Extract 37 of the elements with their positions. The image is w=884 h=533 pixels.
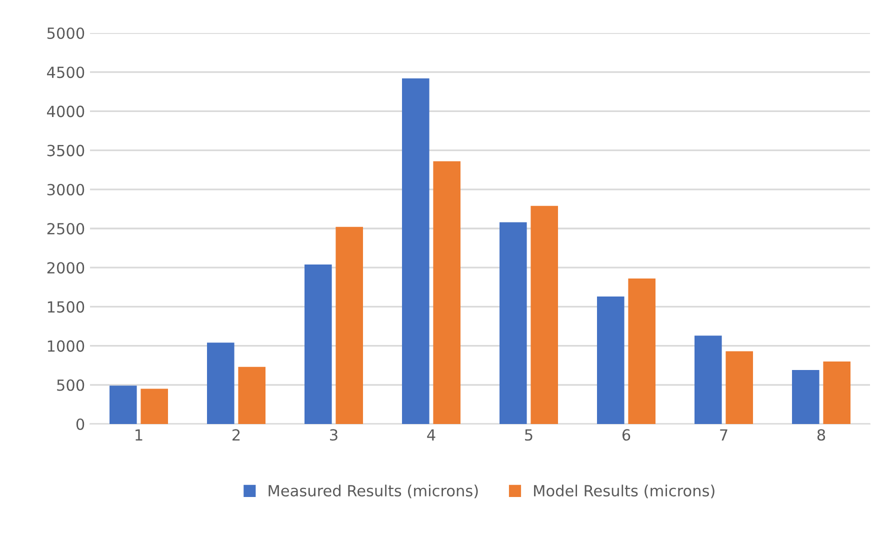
bar [694, 336, 722, 424]
y-tick-label: 5000 [47, 27, 84, 40]
bar [304, 264, 332, 424]
bar [238, 366, 266, 424]
x-tick-label: 3 [330, 429, 338, 441]
x-tick-label: 2 [232, 429, 240, 440]
x-tick-label: 5 [525, 429, 532, 441]
legend-label: Measured Results (microns) [268, 484, 478, 498]
x-tick-label: 6 [622, 429, 630, 441]
bar [726, 351, 753, 424]
y-tick-label: 4500 [47, 66, 84, 78]
x-tick-label: 4 [427, 429, 436, 440]
legend-label: Model Results (microns) [534, 484, 714, 498]
x-tick-label: 8 [817, 429, 826, 441]
bar [207, 342, 234, 424]
bar [792, 370, 820, 424]
y-tick-label: 3000 [47, 184, 84, 196]
y-tick-label: 3500 [47, 144, 84, 156]
bar [530, 206, 558, 424]
y-tick-label: 0 [76, 418, 84, 430]
bar [628, 278, 656, 424]
y-tick-label: 4000 [47, 106, 84, 118]
x-tick-label: 1 [136, 429, 142, 440]
bar [110, 386, 137, 424]
bar [140, 388, 168, 424]
y-tick-label: 2000 [47, 262, 84, 274]
bar [500, 222, 527, 424]
bar [597, 296, 624, 424]
bar [402, 78, 430, 424]
y-tick-label: 1000 [48, 340, 84, 352]
y-tick-label: 1500 [48, 301, 84, 313]
bar [433, 161, 460, 424]
y-tick-label: 2500 [47, 222, 84, 235]
x-tick-label: 7 [720, 429, 728, 440]
bar [336, 226, 363, 424]
y-tick-label: 500 [57, 379, 84, 391]
bar [823, 361, 850, 424]
